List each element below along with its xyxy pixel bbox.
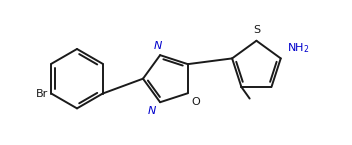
Text: Br: Br (36, 89, 48, 99)
Text: O: O (191, 97, 200, 107)
Text: S: S (253, 25, 260, 35)
Text: NH$_2$: NH$_2$ (287, 41, 309, 55)
Text: N: N (154, 41, 162, 51)
Text: N: N (147, 106, 156, 116)
